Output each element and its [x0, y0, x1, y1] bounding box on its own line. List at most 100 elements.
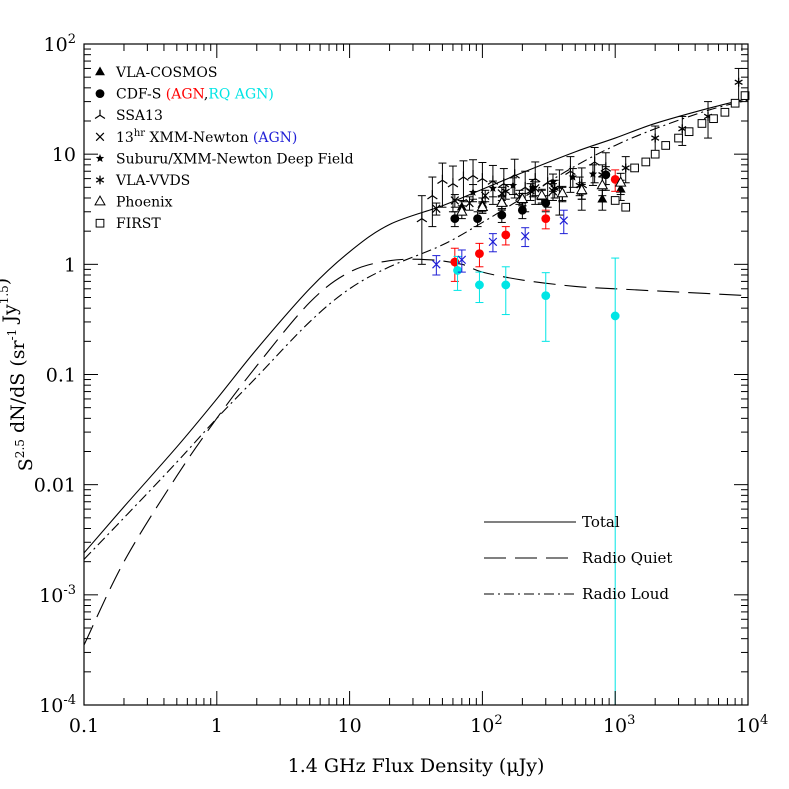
line-legend-label: Radio Quiet — [582, 549, 672, 567]
point-cdf-s — [497, 210, 507, 220]
point-vla-vvds — [734, 77, 743, 87]
model-curves — [83, 97, 749, 646]
point-ssa13 — [467, 170, 479, 180]
line-legend-label: Total — [582, 513, 620, 531]
y-tick-label: 0.1 — [46, 365, 76, 387]
x-axis-label: 1.4 GHz Flux Density (μJy) — [288, 755, 545, 777]
legend-label: FIRST — [116, 216, 161, 232]
point-suburu-xmm-newton-deep-field — [548, 177, 558, 186]
point-cdf-s-agn — [541, 214, 551, 224]
point-first — [740, 91, 750, 100]
point-cdf-s-agn — [610, 175, 620, 184]
point-suburu-xmm-newton-deep-field — [568, 172, 578, 181]
legend-label: 13hr XMM-Newton (AGN) — [116, 128, 297, 146]
point-13hr-xmm-newton-agn — [432, 260, 441, 269]
point-13hr-xmm-newton — [465, 198, 474, 208]
point-13hr-xmm-newton-agn — [488, 237, 498, 247]
point-vla-vvds — [501, 186, 510, 196]
line-legend: Total Radio Quiet Radio Loud — [484, 513, 672, 603]
point-13hr-xmm-newton — [480, 191, 490, 200]
point-cdf-s — [450, 214, 460, 224]
point-cdf-s — [473, 214, 482, 224]
point-ssa13 — [447, 178, 459, 188]
point-13hr-xmm-newton-agn — [457, 255, 467, 265]
y-tick-label: 10-4 — [39, 693, 76, 717]
legend-label: SSA13 — [116, 108, 163, 124]
point-phoenix — [476, 200, 489, 212]
point-cdf-s-rq-agn — [610, 311, 620, 321]
x-tick-label: 103 — [603, 713, 635, 737]
model-curve-total — [83, 97, 749, 554]
legend-marker-filled-triangle — [95, 66, 105, 76]
legend-label: Phoenix — [116, 195, 173, 211]
y-tick-label: 102 — [44, 32, 76, 56]
point-first — [674, 133, 683, 143]
point-first — [709, 114, 718, 124]
point-suburu-xmm-newton-deep-field — [528, 182, 538, 191]
point-suburu-xmm-newton-deep-field — [508, 181, 518, 190]
point-first — [730, 98, 740, 108]
line-legend-label: Radio Loud — [582, 585, 669, 603]
legend-marker-filled-circle — [95, 89, 105, 98]
point-first — [661, 141, 671, 150]
point-ssa13 — [437, 174, 448, 185]
x-tick-label: 102 — [470, 713, 502, 737]
point-ssa13 — [477, 173, 488, 183]
legend-label: VLA-COSMOS — [115, 65, 217, 81]
point-phoenix — [535, 189, 548, 200]
point-first — [610, 196, 620, 205]
model-curve-radio-quiet — [83, 258, 749, 646]
y-tick-label: 1 — [64, 254, 76, 276]
point-cdf-s-agn — [475, 249, 484, 259]
point-first — [630, 163, 639, 173]
x-tick-label: 10 — [338, 715, 362, 737]
point-ssa13 — [416, 213, 428, 223]
legend-label: Suburu/XMM-Newton Deep Field — [116, 151, 354, 167]
y-tick-labels: 10-4 10-3 0.01 0.1 1 10 102 — [34, 32, 76, 717]
data-points — [416, 67, 750, 706]
point-vla-cosmos — [597, 193, 608, 203]
axis-ticks — [83, 43, 749, 706]
x-tick-labels: 0.1 1 10 102 103 104 — [69, 713, 768, 737]
point-cdf-s-agn — [450, 257, 460, 267]
x-tick-label: 104 — [736, 713, 768, 737]
point-cdf-s-rq-agn — [541, 291, 551, 301]
point-13hr-xmm-newton-agn — [520, 231, 530, 241]
point-phoenix — [575, 183, 588, 195]
legend-marker-star — [95, 154, 105, 162]
y-tick-label: 10 — [52, 144, 76, 166]
legend-marker-asterisk — [95, 175, 105, 185]
point-first — [684, 127, 694, 137]
point-cdf-s-rq-agn — [501, 280, 511, 290]
point-cdf-s-agn — [501, 230, 511, 240]
point-vla-vvds — [651, 133, 660, 143]
point-vla-vvds — [550, 183, 559, 193]
point-first — [621, 202, 631, 212]
point-first — [641, 157, 651, 167]
point-phoenix — [496, 196, 508, 207]
legend-label: VLA-VVDS — [115, 173, 190, 189]
legend-marker-cross — [95, 132, 105, 142]
point-ssa13 — [458, 171, 469, 181]
y-tick-label: 10-3 — [39, 583, 76, 607]
legend-label: CDF-S (AGN,RQ AGN) — [116, 87, 274, 103]
model-curve-radio-loud — [83, 99, 749, 560]
point-13hr-xmm-newton-agn — [559, 216, 569, 225]
point-phoenix — [516, 192, 529, 204]
point-ssa13 — [542, 177, 553, 187]
point-first — [650, 149, 660, 159]
point-13hr-xmm-newton — [450, 196, 460, 205]
point-cdf-s-rq-agn — [475, 280, 484, 290]
marker-legend: VLA-COSMOS CDF-S (AGN,RQ AGN) SSA13 13hr XM… — [94, 65, 354, 232]
point-vla-vvds — [621, 163, 630, 173]
point-ssa13 — [487, 175, 499, 185]
point-suburu-xmm-newton-deep-field — [588, 169, 598, 178]
point-phoenix — [614, 176, 627, 187]
point-ssa13 — [427, 190, 438, 200]
point-13hr-xmm-newton — [432, 204, 441, 213]
point-suburu-xmm-newton-deep-field — [488, 183, 498, 192]
point-first — [697, 119, 707, 128]
point-phoenix — [456, 205, 468, 216]
point-cdf-s — [517, 205, 527, 215]
